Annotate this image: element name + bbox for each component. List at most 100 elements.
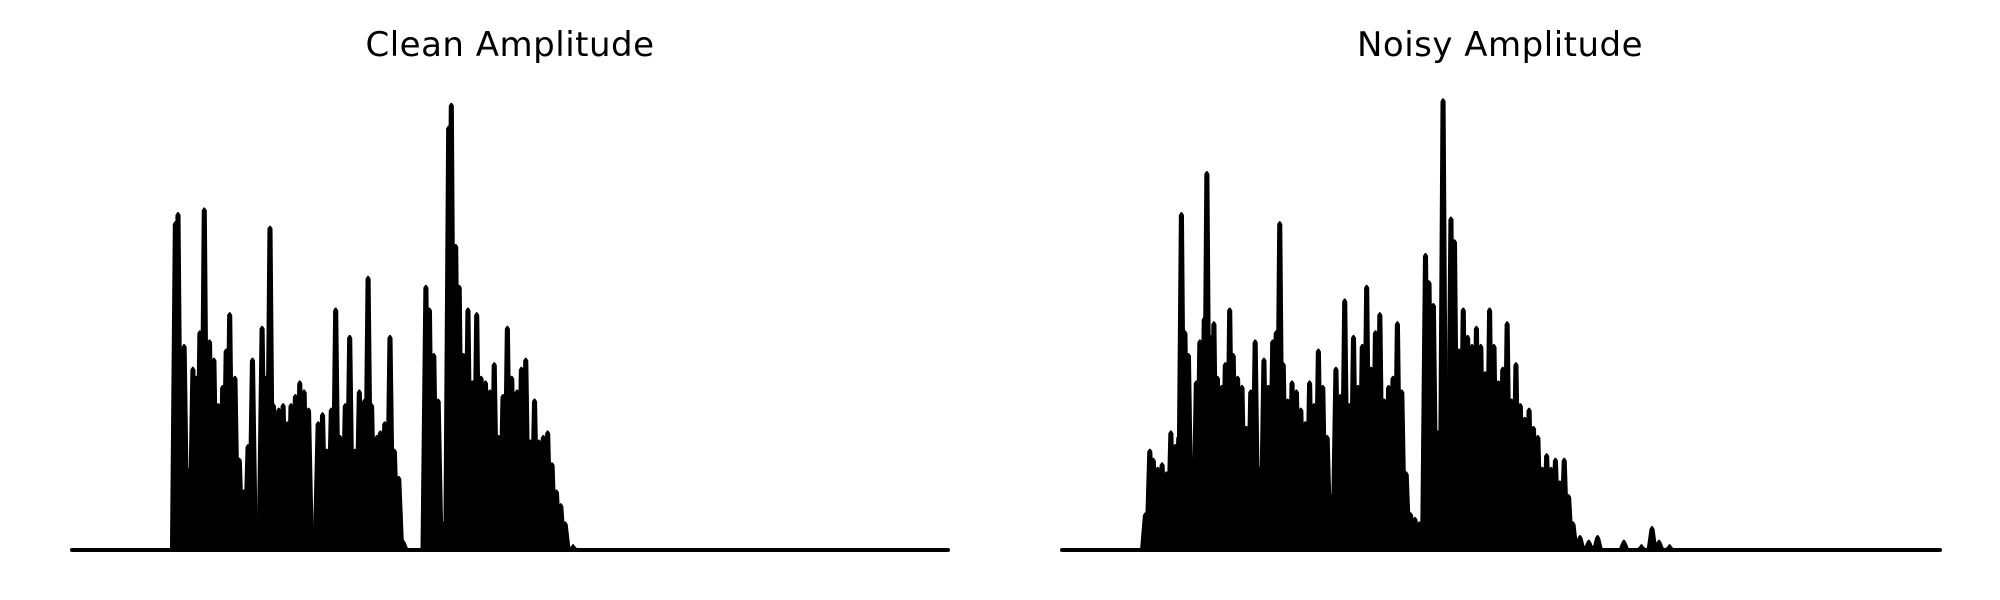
- amplitude-envelope-clean-55: [438, 537, 443, 550]
- amplitude-envelope-clean-9: [218, 484, 223, 550]
- amplitude-envelope-clean-11: [226, 459, 230, 550]
- amplitude-envelope-noisy-86: [1507, 482, 1512, 550]
- amplitude-envelope-clean-26: [291, 484, 296, 550]
- amplitude-envelope-noisy-87: [1511, 482, 1516, 550]
- amplitude-envelope-noisy-89: [1520, 490, 1525, 550]
- amplitude-envelope-noisy-25: [1241, 494, 1247, 550]
- amplitude-envelope-clean-53: [429, 461, 434, 550]
- amplitude-envelope-noisy-48: [1340, 480, 1345, 550]
- amplitude-envelope-clean-74: [521, 468, 526, 550]
- amplitude-envelope-clean-59: [455, 431, 460, 550]
- amplitude-envelope-noisy-58: [1384, 482, 1389, 550]
- amplitude-envelope-noisy-33: [1276, 451, 1280, 550]
- amplitude-envelope-noisy-76: [1463, 453, 1468, 550]
- amplitude-envelope-clean-32: [318, 492, 323, 550]
- amplitude-envelope-noisy-66: [1419, 537, 1426, 550]
- amplitude-envelope-noisy-61: [1397, 478, 1402, 550]
- amplitude-envelope-clean-30: [308, 539, 313, 550]
- amplitude-envelope-noisy-20: [1221, 476, 1226, 550]
- amplitude-envelope-noisy-64: [1410, 535, 1415, 550]
- amplitude-envelope-clean-82: [556, 529, 561, 550]
- amplitude-envelope-noisy-38: [1296, 486, 1301, 550]
- amplitude-envelope-clean-65: [481, 474, 486, 550]
- amplitude-envelope-noisy-63: [1406, 533, 1411, 550]
- amplitude-envelope-noisy-98: [1559, 519, 1565, 550]
- amplitude-envelope-noisy-23: [1233, 472, 1238, 550]
- amplitude-envelope-clean-49: [394, 517, 399, 550]
- amplitude-envelope-noisy-55: [1371, 468, 1376, 550]
- amplitude-envelope-noisy-50: [1349, 484, 1354, 550]
- amplitude-envelope-noisy-3: [1157, 513, 1163, 550]
- amplitude-envelope-clean-71: [507, 472, 512, 550]
- amplitude-envelope-noisy-44: [1322, 498, 1328, 550]
- amplitude-envelope-clean-57: [448, 359, 452, 550]
- amplitude-envelope-noisy-16: [1206, 453, 1211, 550]
- amplitude-envelope-noisy-101: [1573, 543, 1581, 550]
- amplitude-envelope-noisy-9: [1181, 451, 1185, 550]
- amplitude-envelope-clean-7: [209, 464, 214, 550]
- amplitude-envelope-noisy-102: [1580, 545, 1589, 550]
- amplitude-envelope-noisy-67: [1425, 429, 1429, 550]
- amplitude-envelope-noisy-69: [1433, 496, 1438, 550]
- amplitude-envelope-clean-35: [331, 486, 336, 550]
- amplitude-envelope-clean-18: [257, 539, 263, 550]
- amplitude-envelope-noisy-78: [1472, 457, 1477, 550]
- clean-amplitude-plot: [70, 102, 950, 552]
- amplitude-envelope-clean-24: [283, 492, 288, 550]
- amplitude-envelope-noisy-17: [1210, 453, 1214, 550]
- amplitude-envelope-noisy-70: [1437, 496, 1444, 550]
- amplitude-envelope-clean-3: [192, 472, 197, 550]
- clean-amplitude-panel: Clean Amplitude: [70, 25, 950, 552]
- amplitude-envelope-noisy-31: [1268, 476, 1273, 550]
- amplitude-envelope-clean-72: [511, 478, 518, 550]
- amplitude-envelope-noisy-103: [1588, 545, 1598, 550]
- amplitude-envelope-clean-64: [476, 472, 482, 550]
- amplitude-envelope-noisy-106: [1641, 547, 1653, 550]
- amplitude-envelope-noisy-30: [1263, 476, 1269, 550]
- amplitude-envelope-clean-58: [451, 412, 456, 550]
- noisy-amplitude-panel: Noisy Amplitude: [1000, 0, 2000, 600]
- amplitude-envelope-clean-66: [485, 478, 490, 550]
- amplitude-envelope-noisy-49: [1344, 484, 1350, 550]
- amplitude-envelope-noisy-4: [1162, 515, 1167, 550]
- amplitude-envelope-clean-28: [299, 478, 305, 550]
- amplitude-envelope-clean-6: [204, 455, 210, 550]
- amplitude-envelope-clean-61: [463, 461, 468, 550]
- amplitude-envelope-clean-4: [196, 472, 200, 550]
- amplitude-envelope-clean-81: [552, 523, 557, 550]
- amplitude-envelope-clean-42: [364, 482, 369, 550]
- amplitude-envelope-noisy-7: [1175, 502, 1179, 550]
- amplitude-envelope-clean-5: [199, 451, 205, 550]
- amplitude-envelope-noisy-21: [1225, 466, 1230, 550]
- amplitude-envelope-noisy-26: [1246, 494, 1251, 550]
- amplitude-envelope-clean-60: [459, 461, 464, 550]
- amplitude-envelope-noisy-59: [1388, 476, 1394, 550]
- amplitude-envelope-noisy-51: [1353, 476, 1358, 550]
- amplitude-envelope-noisy-57: [1379, 482, 1385, 550]
- amplitude-envelope-noisy-84: [1498, 474, 1503, 550]
- amplitude-envelope-noisy-54: [1366, 468, 1372, 550]
- amplitude-envelope-clean-83: [560, 537, 566, 550]
- amplitude-envelope-noisy-100: [1568, 537, 1573, 550]
- amplitude-envelope-clean-36: [335, 498, 341, 550]
- amplitude-envelope-noisy-6: [1170, 502, 1176, 550]
- amplitude-envelope-noisy-37: [1292, 478, 1297, 550]
- amplitude-envelope-noisy-5: [1166, 515, 1171, 550]
- amplitude-envelope-noisy-46: [1331, 525, 1336, 550]
- amplitude-envelope-noisy-39: [1300, 492, 1306, 550]
- amplitude-envelope-clean-22: [273, 486, 279, 550]
- amplitude-envelope-noisy-41: [1309, 484, 1314, 550]
- amplitude-envelope-noisy-42: [1313, 484, 1319, 550]
- amplitude-envelope-noisy-68: [1429, 439, 1434, 550]
- noisy-amplitude-plot: [1060, 98, 1942, 552]
- amplitude-envelope-noisy-108: [1659, 547, 1670, 550]
- amplitude-envelope-clean-31: [312, 539, 319, 550]
- amplitude-envelope-noisy-73: [1450, 410, 1455, 550]
- amplitude-envelope-noisy-75: [1458, 459, 1464, 550]
- amplitude-envelope-noisy-60: [1393, 472, 1398, 550]
- amplitude-envelope-clean-41: [359, 482, 365, 550]
- amplitude-envelope-clean-48: [389, 504, 395, 550]
- amplitude-envelope-noisy-91: [1529, 494, 1534, 550]
- amplitude-envelope-clean-44: [371, 498, 377, 550]
- amplitude-envelope-noisy-93: [1537, 513, 1543, 550]
